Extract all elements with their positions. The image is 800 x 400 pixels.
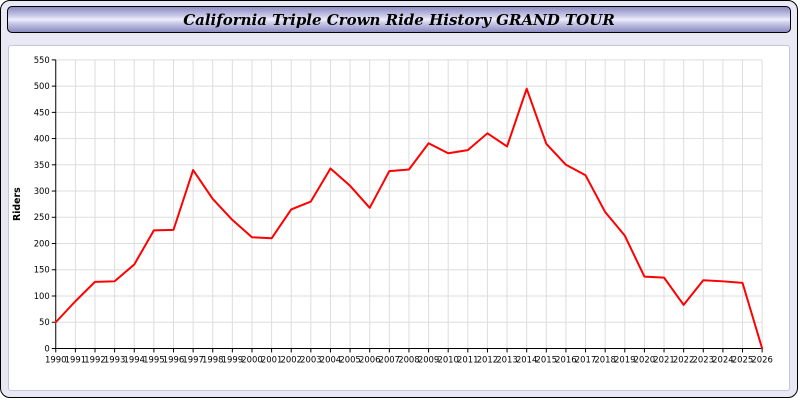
- y-tick-label: 150: [34, 265, 50, 275]
- x-tick-label: 2010: [437, 354, 458, 364]
- riders-series-line: [54, 87, 764, 350]
- x-tick-label: 2024: [712, 354, 733, 364]
- x-tick-label: 2021: [653, 354, 674, 364]
- x-tick-label: 2005: [339, 354, 360, 364]
- y-tick-label: 450: [34, 107, 50, 117]
- chart-box: 0 50 100 150 200 250 300 350 400 450 500 550 1990 199…: [8, 45, 790, 391]
- x-tick-label: 1996: [163, 354, 184, 364]
- x-tick-label: 1997: [182, 354, 203, 364]
- y-tick-label: 250: [34, 212, 50, 222]
- x-tick-label: 1999: [222, 354, 243, 364]
- x-tick-label: 1993: [104, 354, 125, 364]
- x-tick-label: 2013: [496, 354, 517, 364]
- x-tick-label: 2000: [241, 354, 262, 364]
- x-tick-label: 2019: [614, 354, 635, 364]
- title-bar: California Triple Crown Ride History GRA…: [7, 6, 791, 33]
- y-tick-label: 200: [34, 239, 50, 249]
- x-tick-label: 1995: [143, 354, 164, 364]
- x-tick-label: 2015: [536, 354, 557, 364]
- x-tick-label: 2003: [300, 354, 321, 364]
- page-title: California Triple Crown Ride History GRA…: [183, 10, 615, 29]
- x-tick-label: 2011: [457, 354, 478, 364]
- x-tick-label: 1991: [65, 354, 86, 364]
- x-tick-label: 2017: [575, 354, 596, 364]
- x-tick-label: 2002: [280, 354, 301, 364]
- y-tick-label: 400: [34, 134, 50, 144]
- x-tick-label: 2018: [594, 354, 615, 364]
- x-tick-label: 2025: [732, 354, 753, 364]
- x-tick-label: 2006: [359, 354, 380, 364]
- x-tick-label: 2004: [320, 354, 341, 364]
- y-tick-label: 300: [34, 186, 50, 196]
- x-tick-label: 2009: [418, 354, 439, 364]
- chart-svg: 0501001502002503003504004505005501990199…: [12, 55, 773, 364]
- x-tick-label: 1990: [45, 354, 66, 364]
- y-tick-label: 100: [34, 291, 50, 301]
- x-tick-label: 1994: [124, 354, 145, 364]
- x-tick-label: 2001: [261, 354, 282, 364]
- x-tick-label: 2014: [516, 354, 537, 364]
- y-axis-title: Riders: [12, 187, 23, 221]
- x-tick-label: 2026: [751, 354, 772, 364]
- chart: 0 50 100 150 200 250 300 350 400 450 500 550 1990 199…: [9, 46, 789, 390]
- y-tick-label: 0: [44, 343, 49, 353]
- x-tick-label: 2022: [673, 354, 694, 364]
- y-tick-label: 50: [39, 317, 50, 327]
- x-tick-label: 2020: [634, 354, 655, 364]
- y-tick-label: 550: [34, 55, 50, 65]
- x-tick-label: 1998: [202, 354, 223, 364]
- x-tick-label: 2008: [398, 354, 419, 364]
- x-tick-label: 2012: [477, 354, 498, 364]
- x-tick-label: 2007: [379, 354, 400, 364]
- y-tick-label: 350: [34, 160, 50, 170]
- x-tick-label: 2016: [555, 354, 576, 364]
- x-tick-label: 1992: [84, 354, 105, 364]
- y-tick-label: 500: [34, 81, 50, 91]
- x-tick-label: 2023: [693, 354, 714, 364]
